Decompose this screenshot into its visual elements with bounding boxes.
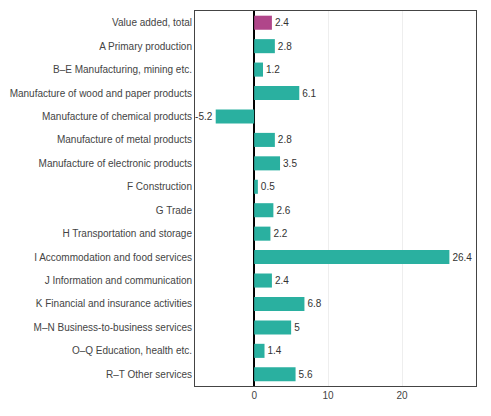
svg-text:10: 10	[323, 390, 335, 401]
svg-text:Manufacture of electronic prod: Manufacture of electronic products	[39, 158, 192, 169]
svg-text:5: 5	[294, 322, 300, 333]
svg-text:6.8: 6.8	[307, 298, 321, 309]
svg-text:H Transportation and storage: H Transportation and storage	[62, 228, 192, 239]
svg-text:M–N Business-to-business servi: M–N Business-to-business services	[34, 322, 192, 333]
svg-text:O–Q Education, health etc.: O–Q Education, health etc.	[72, 345, 192, 356]
svg-text:Manufacture of metal products: Manufacture of metal products	[57, 134, 192, 145]
svg-text:2.8: 2.8	[278, 41, 292, 52]
svg-text:5.6: 5.6	[299, 369, 313, 380]
svg-text:Manufacture of wood and paper: Manufacture of wood and paper products	[10, 88, 192, 99]
svg-text:3.5: 3.5	[283, 158, 297, 169]
svg-text:0.5: 0.5	[261, 181, 275, 192]
svg-text:2.4: 2.4	[275, 275, 289, 286]
svg-text:R–T Other services: R–T Other services	[106, 369, 192, 380]
svg-text:K Financial and insurance acti: K Financial and insurance activities	[36, 298, 192, 309]
svg-text:B–E Manufacturing, mining etc.: B–E Manufacturing, mining etc.	[53, 64, 192, 75]
svg-text:A Primary production: A Primary production	[99, 41, 192, 52]
svg-text:-5.2: -5.2	[195, 111, 213, 122]
svg-text:1.4: 1.4	[268, 345, 282, 356]
svg-text:G Trade: G Trade	[156, 205, 193, 216]
svg-text:0: 0	[251, 390, 257, 401]
svg-text:2.6: 2.6	[276, 205, 290, 216]
svg-text:2.8: 2.8	[278, 134, 292, 145]
svg-text:J Information and communicatio: J Information and communication	[45, 275, 192, 286]
svg-text:2.4: 2.4	[275, 17, 289, 28]
svg-text:F Construction: F Construction	[127, 181, 192, 192]
svg-text:1.2: 1.2	[266, 64, 280, 75]
svg-text:Manufacture of chemical produc: Manufacture of chemical products	[42, 111, 192, 122]
svg-text:Value added, total: Value added, total	[112, 17, 192, 28]
svg-text:6.1: 6.1	[302, 88, 316, 99]
svg-text:I Accommodation and food servi: I Accommodation and food services	[34, 252, 192, 263]
svg-text:20: 20	[396, 390, 408, 401]
svg-text:2.2: 2.2	[273, 228, 287, 239]
svg-text:26.4: 26.4	[452, 252, 472, 263]
